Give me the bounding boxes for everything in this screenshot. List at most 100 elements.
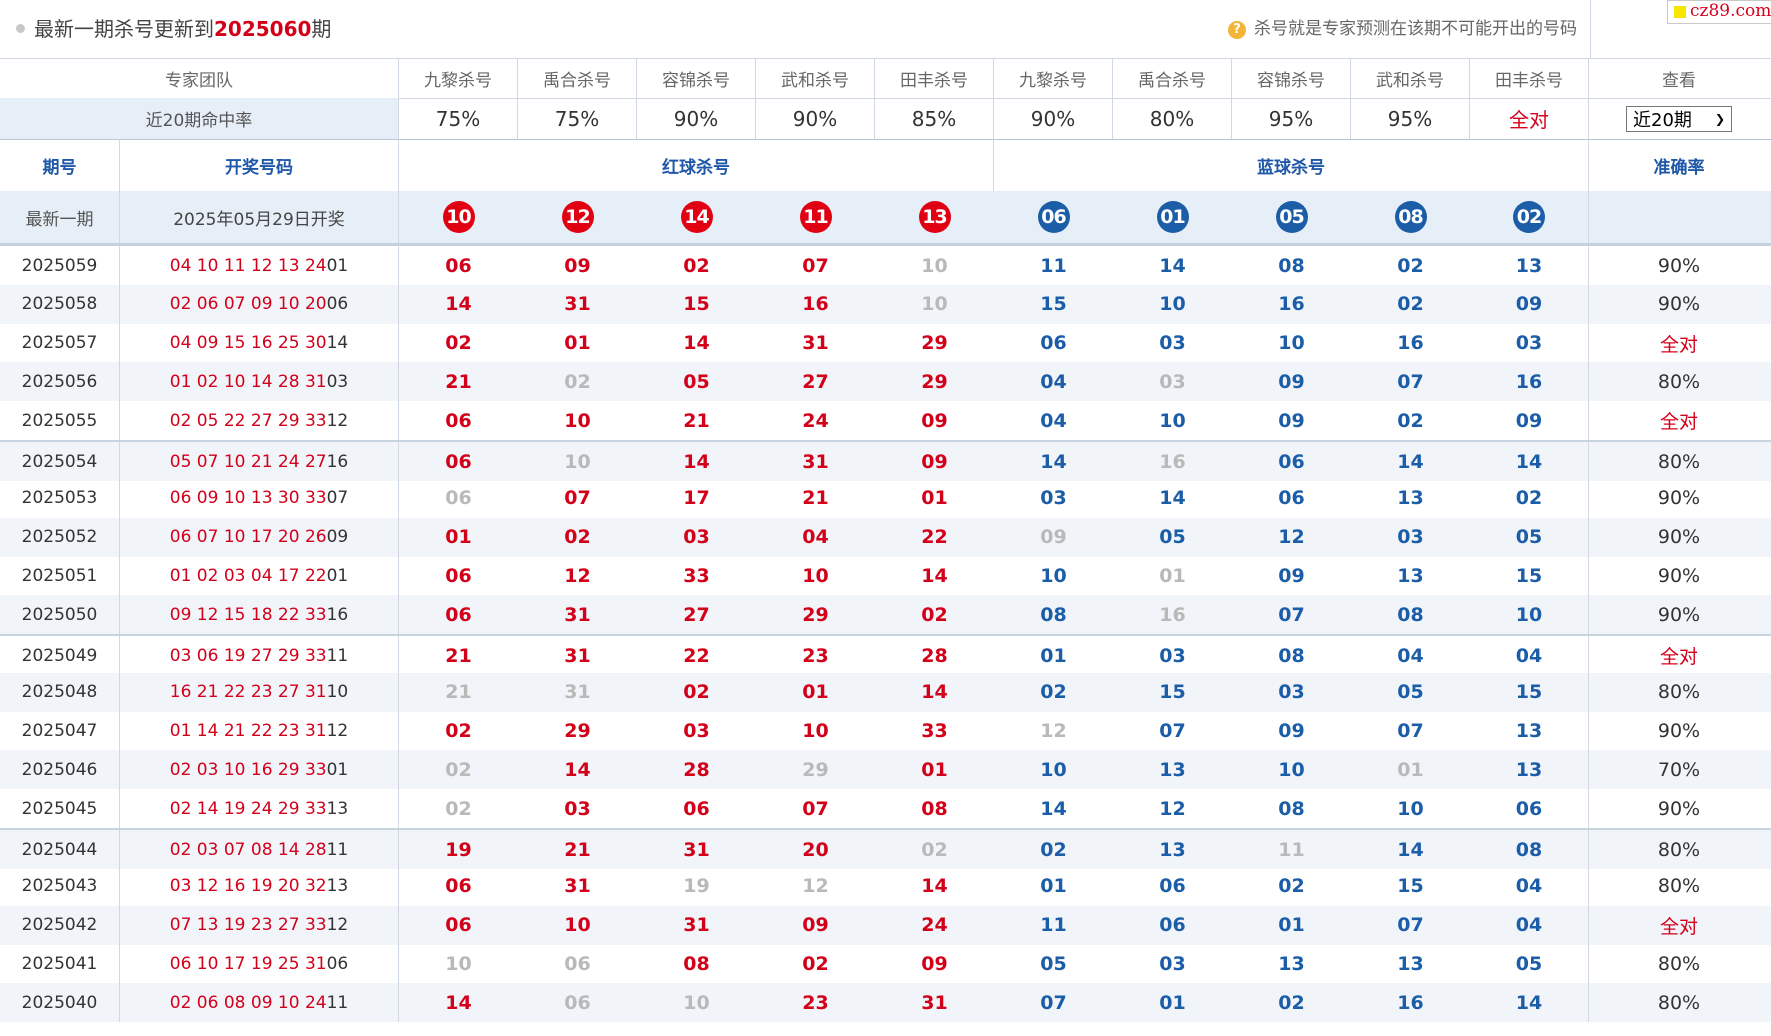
blue-kill-number: 04 xyxy=(1470,866,1589,906)
period-select[interactable]: 近20期 ❯ xyxy=(1626,105,1732,132)
blue-kill-number: 02 xyxy=(1470,478,1589,518)
expert-header-red-5: 田丰杀号 xyxy=(875,58,994,98)
issue-number: 2025043 xyxy=(0,866,120,906)
blue-kill-number: 05 xyxy=(1397,681,1424,704)
table-row: 2025048 16 21 22 23 27 31 10 21 31 02 01 14 02 1… xyxy=(0,672,1771,712)
blue-kill-number: 09 xyxy=(1278,409,1305,432)
table-row: 2025042 07 13 19 23 27 33 12 06 10 31 09 24 11 0… xyxy=(0,905,1771,945)
latest-kill-cell: 01 xyxy=(1113,191,1232,243)
red-kill-number: 14 xyxy=(921,875,948,898)
red-kill-number: 28 xyxy=(921,644,948,667)
draw-numbers: 03 06 19 27 29 33 11 xyxy=(120,636,399,675)
blue-draw-number: 01 xyxy=(326,565,349,586)
issue-number: 2025054 xyxy=(0,442,120,481)
blue-draw-number: 09 xyxy=(326,527,349,548)
red-kill-number: 12 xyxy=(802,875,829,898)
red-kill-number: 29 xyxy=(802,603,829,626)
blue-kill-number: 15 xyxy=(1470,672,1589,712)
red-kill-number: 10 xyxy=(564,450,591,473)
red-kill-number: 14 xyxy=(683,450,710,473)
blue-kill-number: 13 xyxy=(1397,487,1424,510)
blue-kill-number: 03 xyxy=(1040,487,1067,510)
red-kill-number: 06 xyxy=(564,952,591,975)
red-draw-numbers: 06 07 10 17 20 26 xyxy=(169,527,327,548)
top-bar: 最新一期杀号更新到2025060期 ? 杀号就是专家预测在该期不可能开出的号码 c… xyxy=(0,0,1771,59)
latest-accuracy xyxy=(1589,191,1769,243)
latest-kill-cell: 11 xyxy=(756,191,875,243)
red-kill-number: 29 xyxy=(564,720,591,743)
blue-kill-group-header: 蓝球杀号 xyxy=(994,139,1589,191)
blue-kill-number: 16 xyxy=(1397,332,1424,355)
red-kill-number: 01 xyxy=(802,681,829,704)
table-row: 2025051 01 02 03 04 17 22 01 06 12 33 10 14 10 0… xyxy=(0,556,1771,596)
blue-kill-number: 16 xyxy=(1159,450,1186,473)
blue-kill-number: 04 xyxy=(1470,905,1589,945)
blue-kill-number: 14 xyxy=(1040,450,1067,473)
blue-draw-number: 16 xyxy=(326,451,349,472)
draw-numbers: 06 09 10 13 30 33 07 xyxy=(120,478,399,518)
blue-kill-number: 02 xyxy=(1040,838,1067,861)
blue-kill-number: 02 xyxy=(1278,875,1305,898)
red-kill-number: 06 xyxy=(564,991,591,1014)
experts-label: 专家团队 xyxy=(0,58,399,98)
red-kill-number: 10 xyxy=(921,293,948,316)
table-row: 2025059 04 10 11 12 13 24 01 06 09 02 07 10 11 1… xyxy=(0,246,1771,285)
issue-number: 2025042 xyxy=(0,905,120,945)
draw-numbers: 02 06 07 09 10 20 06 xyxy=(120,284,399,324)
blue-kill-number: 11 xyxy=(1278,838,1305,861)
blue-draw-number: 06 xyxy=(326,294,349,315)
issue-number: 2025057 xyxy=(0,323,120,363)
red-kill-number: 01 xyxy=(564,332,591,355)
red-kill-number: 10 xyxy=(802,720,829,743)
blue-kill-number: 06 xyxy=(1159,875,1186,898)
accuracy-value: 90% xyxy=(1657,603,1701,626)
red-draw-numbers: 02 06 07 09 10 20 xyxy=(169,294,327,315)
red-kill-number: 09 xyxy=(564,254,591,277)
blue-kill-number: 11 xyxy=(1040,254,1067,277)
issue-number: 2025051 xyxy=(0,556,120,596)
red-kill-number: 10 xyxy=(445,952,472,975)
red-kill-number: 02 xyxy=(445,332,472,355)
blue-kill-number: 12 xyxy=(1159,797,1186,820)
experts-header-row: 专家团队 九黎杀号 禹合杀号 容锦杀号 武和杀号 田丰杀号 九黎杀号 禹合杀号 容锦杀号 武和杀… xyxy=(0,58,1771,99)
latest-kill-cell: 05 xyxy=(1232,191,1351,243)
accuracy-value: 90% xyxy=(1657,254,1701,277)
red-kill-number: 21 xyxy=(683,409,710,432)
draw-numbers: 04 09 15 16 25 30 14 xyxy=(120,323,399,363)
blue-kill-number: 03 xyxy=(1159,332,1186,355)
red-kill-number: 02 xyxy=(683,254,710,277)
red-kill-number: 19 xyxy=(445,838,472,861)
red-kill-number: 31 xyxy=(683,914,710,937)
title-suffix: 期 xyxy=(311,17,332,41)
blue-kill-ball: 01 xyxy=(1156,201,1189,233)
bullet-dot-icon xyxy=(16,24,25,33)
accuracy-value: 90% xyxy=(1657,487,1701,510)
red-kill-number: 15 xyxy=(683,293,710,316)
red-kill-number: 33 xyxy=(921,720,948,743)
red-kill-number: 22 xyxy=(683,644,710,667)
kill-explanation: ? 杀号就是专家预测在该期不可能开出的号码 xyxy=(1228,17,1577,41)
blue-kill-number: 08 xyxy=(1278,797,1305,820)
blue-kill-number: 06 xyxy=(1470,789,1589,829)
table-row: 2025040 02 06 08 09 10 24 11 14 06 10 23 31 07 0… xyxy=(0,983,1771,1023)
red-draw-numbers: 02 05 22 27 29 33 xyxy=(169,410,327,431)
accuracy-column-header: 准确率 xyxy=(1653,157,1705,178)
latest-kill-cell: 13 xyxy=(875,191,994,243)
blue-kill-number: 10 xyxy=(1470,595,1589,635)
table-row: 2025056 01 02 10 14 28 31 03 21 02 05 27 29 04 0… xyxy=(0,362,1771,402)
table-row: 2025047 01 14 21 22 23 31 12 02 29 03 10 33 12 0… xyxy=(0,711,1771,751)
blue-kill-number: 03 xyxy=(1159,644,1186,667)
site-logo[interactable]: cz89.com xyxy=(1667,0,1771,24)
blue-kill-number: 01 xyxy=(1159,991,1186,1014)
red-kill-number: 23 xyxy=(802,644,829,667)
blue-kill-number: 08 xyxy=(1040,603,1067,626)
blue-kill-number: 02 xyxy=(1040,681,1067,704)
red-kill-number: 06 xyxy=(445,603,472,626)
blue-kill-ball: 06 xyxy=(1037,201,1070,233)
red-kill-number: 17 xyxy=(683,487,710,510)
red-kill-number: 09 xyxy=(921,409,948,432)
red-draw-numbers: 04 09 15 16 25 30 xyxy=(169,333,327,354)
red-kill-number: 01 xyxy=(921,487,948,510)
kill-table: 专家团队 九黎杀号 禹合杀号 容锦杀号 武和杀号 田丰杀号 九黎杀号 禹合杀号 容锦杀号 武和杀… xyxy=(0,58,1771,1036)
red-kill-number: 29 xyxy=(921,332,948,355)
